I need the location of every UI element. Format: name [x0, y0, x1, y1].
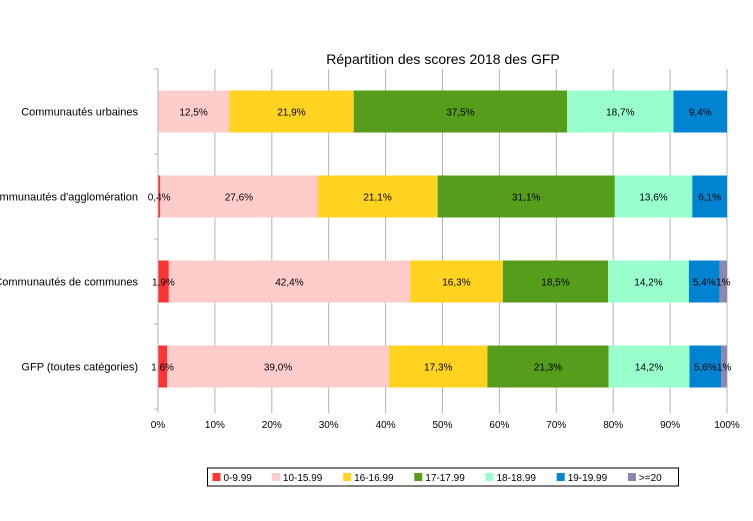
- bar-segment: [614, 175, 693, 218]
- x-tick-label: 80%: [603, 420, 623, 431]
- legend-box: [207, 467, 679, 487]
- bar-segment: [158, 260, 169, 303]
- category-label: Communautés d'agglomération: [0, 192, 138, 204]
- data-label: 13,6%: [639, 193, 667, 204]
- data-label: 42,4%: [275, 278, 303, 289]
- data-label: 21,9%: [277, 108, 305, 119]
- legend-swatch: [271, 473, 280, 481]
- legend-swatch: [212, 473, 221, 481]
- data-label: 1%: [716, 278, 731, 289]
- x-tick-label: 50%: [432, 420, 452, 431]
- data-label: 18,7%: [606, 108, 634, 119]
- bar-segment: [692, 175, 727, 218]
- data-label: 31,1%: [512, 193, 540, 204]
- category-label: Communautés de communes: [0, 277, 138, 289]
- legend-swatch: [414, 473, 423, 481]
- bar-segment: [719, 260, 727, 303]
- bar-segment: [567, 90, 674, 133]
- chart-title: Répartition des scores 2018 des GFP: [326, 51, 559, 67]
- data-label: 14,2%: [634, 278, 662, 289]
- data-label: 1%: [717, 363, 732, 374]
- x-tick-label: 60%: [489, 420, 509, 431]
- bar-segment: [160, 175, 318, 218]
- legend-label: 18-18.99: [497, 473, 537, 484]
- bar-segment: [689, 345, 722, 388]
- bar-segment: [168, 260, 411, 303]
- data-label: 9,4%: [689, 108, 712, 119]
- legend-swatch: [556, 473, 565, 481]
- bar-segment: [158, 90, 230, 133]
- bar-segment: [437, 175, 615, 218]
- bar-segment: [229, 90, 354, 133]
- x-tick-label: 20%: [262, 420, 282, 431]
- bar-stacks: 12,5% 21,9% 37,5% 18,7% 9,4% 0,4% 27,6% 21,1% 31…: [148, 90, 732, 388]
- x-tick-label: 0%: [151, 420, 166, 431]
- x-tick-label: 40%: [376, 420, 396, 431]
- legend-label: >=20: [639, 473, 662, 484]
- data-label: 1,9%: [152, 278, 175, 289]
- bar-segment: [487, 345, 609, 388]
- bar-segment: [167, 345, 390, 388]
- category-label: GFP (toutes catégories): [21, 362, 138, 374]
- bar-segment: [608, 260, 689, 303]
- data-label: 14,2%: [635, 363, 663, 374]
- legend-label: 17-17.99: [425, 473, 465, 484]
- bar-segment: [688, 260, 720, 303]
- bar-segment: [608, 345, 690, 388]
- bar-segment: [317, 175, 438, 218]
- data-label: 12,5%: [179, 108, 207, 119]
- legend-swatch: [627, 473, 636, 481]
- bar-segment: [158, 345, 168, 388]
- x-tick-label: 10%: [205, 420, 225, 431]
- data-label: 39,0%: [264, 363, 292, 374]
- bar-segment: [410, 260, 503, 303]
- x-tick-label: 70%: [546, 420, 566, 431]
- bar-segment: [389, 345, 488, 388]
- axes: 0% 10% 20% 30% 40% 50% 60% 70% 80% 90% 100% Communa…: [0, 68, 740, 431]
- data-label: 5,6%: [694, 363, 717, 374]
- data-label: 17,3%: [424, 363, 452, 374]
- legend-swatch: [343, 473, 352, 481]
- legend-label: 0-9.99: [224, 473, 253, 484]
- data-label: 6,1%: [698, 193, 721, 204]
- data-label: 0,4%: [148, 193, 171, 204]
- legend: 0-9.99 10-15.99 16-16.99 17-17.99 18-18.99 19…: [207, 467, 679, 487]
- data-label: 37,5%: [446, 108, 474, 119]
- category-label: Communautés urbaines: [21, 107, 138, 119]
- bar-segment: [353, 90, 568, 133]
- bar-segment: [721, 345, 727, 388]
- x-tick-label: 30%: [319, 420, 339, 431]
- data-label: 21,1%: [363, 193, 391, 204]
- data-label: 18,5%: [541, 278, 569, 289]
- data-label: 21,3%: [534, 363, 562, 374]
- data-label: 5,4%: [693, 278, 716, 289]
- bar-segment: [673, 90, 727, 133]
- x-tick-label: 100%: [714, 420, 740, 431]
- data-label: 16,3%: [442, 278, 470, 289]
- legend-label: 16-16.99: [354, 473, 394, 484]
- data-label: 27,6%: [225, 193, 253, 204]
- data-label: 1,6%: [151, 363, 174, 374]
- legend-swatch: [485, 473, 494, 481]
- legend-label: 10-15.99: [283, 473, 323, 484]
- bar-segment: [502, 260, 609, 303]
- x-tick-label: 90%: [660, 420, 680, 431]
- legend-label: 19-19.99: [568, 473, 608, 484]
- bar-segment: [158, 175, 161, 218]
